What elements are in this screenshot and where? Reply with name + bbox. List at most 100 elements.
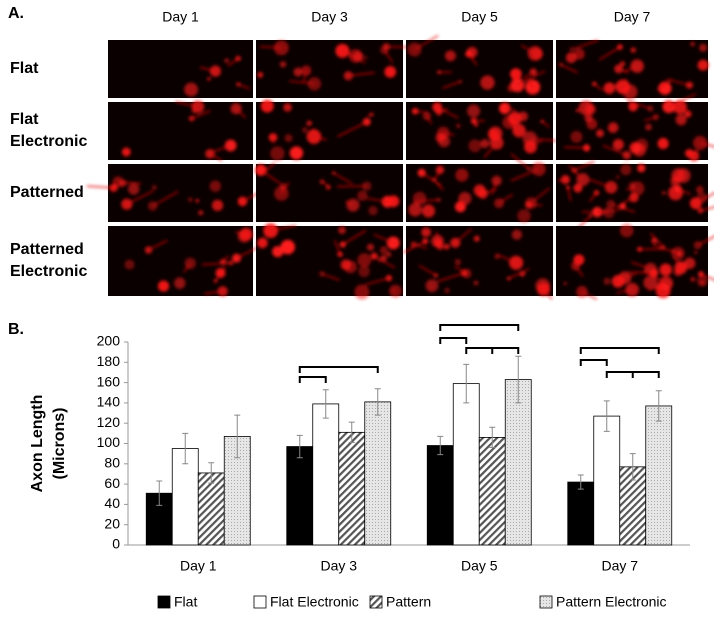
cell	[257, 238, 268, 249]
cell	[535, 278, 550, 293]
cell	[224, 58, 229, 63]
cell	[630, 47, 636, 53]
legend-label: Flat	[174, 594, 197, 610]
cell	[368, 206, 377, 215]
cell	[699, 44, 707, 52]
micrograph	[256, 223, 403, 299]
cell	[656, 283, 671, 298]
cell	[357, 253, 371, 267]
cell	[216, 268, 226, 278]
cell	[283, 103, 292, 112]
row-label: Electronic	[10, 263, 87, 280]
cell	[698, 60, 709, 71]
cell	[566, 52, 577, 63]
cell	[517, 209, 531, 223]
cell	[573, 184, 582, 193]
cell	[302, 127, 308, 133]
row-label: Flat	[10, 111, 39, 128]
bar	[427, 446, 453, 545]
legend-label: Pattern	[386, 594, 431, 610]
cell	[312, 128, 316, 132]
micrograph	[108, 226, 257, 296]
bar	[453, 384, 479, 545]
y-axis-label: (Microns)	[51, 408, 68, 480]
cell	[620, 164, 631, 175]
cell	[212, 200, 223, 211]
cell	[122, 147, 131, 156]
legend-label: Pattern Electronic	[556, 594, 667, 610]
significance-bracket	[300, 377, 326, 383]
cell	[307, 121, 312, 126]
cell	[444, 244, 450, 250]
cell	[596, 129, 604, 137]
y-tick-label: 0	[112, 536, 120, 552]
cell	[668, 186, 683, 201]
cell	[467, 104, 480, 117]
significance-bracket	[581, 360, 607, 366]
cell	[561, 175, 570, 184]
legend-swatch	[254, 596, 266, 608]
cell	[690, 277, 695, 282]
cell	[662, 191, 666, 195]
cell	[510, 78, 524, 92]
cell	[633, 143, 646, 156]
cell	[280, 240, 295, 255]
bar	[339, 432, 365, 545]
cell	[145, 246, 152, 253]
cell	[367, 244, 374, 251]
cell	[413, 192, 426, 205]
bar	[313, 404, 339, 545]
cell	[645, 124, 652, 131]
micrograph	[406, 154, 553, 223]
legend-swatch	[540, 596, 552, 608]
cell	[380, 45, 389, 54]
cell	[207, 77, 211, 81]
cell	[658, 138, 669, 149]
cell	[185, 258, 196, 269]
cell	[188, 197, 193, 202]
cell	[388, 195, 400, 207]
cell	[349, 49, 363, 63]
x-tick-label: Day 7	[601, 558, 638, 574]
cell	[559, 63, 563, 67]
micrograph	[556, 224, 714, 300]
y-tick-label: 100	[97, 434, 121, 450]
cell	[586, 119, 597, 130]
cell	[290, 146, 303, 159]
cell	[690, 42, 695, 47]
panel-label: A.	[8, 5, 24, 22]
legend-swatch	[158, 596, 170, 608]
cell	[651, 238, 657, 244]
cell	[344, 260, 357, 273]
cell	[261, 100, 274, 113]
cell	[474, 123, 478, 127]
cell	[512, 230, 522, 240]
row-label: Flat	[10, 60, 39, 77]
column-label: Day 7	[614, 9, 651, 25]
neurite	[564, 147, 586, 148]
cell	[128, 183, 139, 194]
y-tick-label: 160	[97, 373, 121, 389]
micrograph	[406, 102, 556, 160]
cell	[198, 210, 203, 215]
cell	[293, 67, 302, 76]
cell	[674, 268, 682, 276]
y-tick-label: 140	[97, 394, 121, 410]
cell	[532, 49, 543, 60]
row-label: Patterned	[10, 241, 84, 258]
cell	[354, 285, 369, 300]
cell	[301, 65, 311, 75]
x-tick-label: Day 3	[320, 558, 357, 574]
column-label: Day 5	[461, 9, 498, 25]
micrograph	[256, 100, 403, 161]
cell	[570, 131, 582, 143]
cell	[480, 75, 494, 89]
cell	[338, 226, 346, 234]
cell	[380, 246, 388, 254]
cell	[184, 83, 198, 97]
cell	[480, 139, 489, 148]
cell	[358, 265, 370, 277]
micrograph	[255, 163, 403, 222]
cell	[564, 282, 567, 285]
y-tick-label: 60	[104, 475, 120, 491]
